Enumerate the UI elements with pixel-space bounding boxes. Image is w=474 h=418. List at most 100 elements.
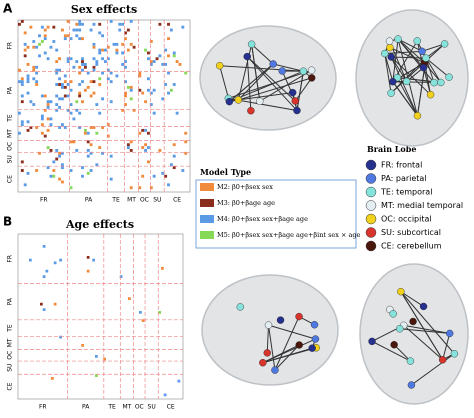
matrix-cell [158,54,162,58]
matrix-cell [29,258,32,262]
matrix-cell [129,42,133,46]
node [247,40,256,48]
matrix-cell [89,80,93,84]
matrix-cell [49,117,53,121]
matrix-cell [95,374,98,377]
matrix-cell [69,88,73,92]
connection [421,43,445,52]
matrix-cell [138,88,142,92]
matrix-cell [40,40,44,43]
connection [262,338,316,364]
matrix-cell [23,42,27,46]
legend-marker [365,186,377,198]
matrix-cell [78,22,82,26]
legend-marker [365,227,377,238]
matrix-cell [118,28,122,32]
matrix-cell [161,63,165,66]
matrix-cell [126,28,130,32]
connection [238,77,312,101]
matrix-cell [101,126,104,129]
connection [268,324,316,340]
matrix-cell [26,80,30,84]
col-label: FR [40,197,48,204]
matrix-cell [92,80,96,84]
col-label: FR [39,404,47,411]
matrix-cell [69,111,73,115]
legend-marker [365,240,377,252]
matrix-cell [58,151,61,155]
matrix-cell [139,311,142,314]
matrix-cell [63,85,67,89]
matrix-cell [184,71,188,75]
matrix-cell [147,77,150,81]
node [264,321,273,329]
matrix-cell [52,40,56,43]
matrix-cell [92,258,95,262]
row-label: FR [7,42,14,50]
matrix-cell [89,151,93,155]
node [413,112,422,120]
matrix-cell [95,131,99,135]
matrix-cell [167,54,170,58]
matrix-cell [46,166,50,170]
matrix-cell [20,94,24,98]
matrix-cell [109,177,113,181]
node [259,359,267,367]
connection [371,340,411,362]
col-label: SU [148,404,156,411]
connection [296,71,304,111]
matrix-cell [98,22,102,26]
node [256,97,264,105]
connection [294,77,313,102]
connection [400,291,455,355]
connection [397,38,423,52]
matrix-cell [23,31,27,35]
node [225,97,234,106]
connection [442,333,451,360]
matrix-cell [35,80,39,84]
node [307,66,316,74]
matrix-cell [138,186,142,190]
connection [384,50,423,55]
matrix-cell [101,57,104,61]
matrix-cell [155,57,159,61]
connection [396,77,418,116]
connection [390,56,418,116]
matrix-cell [129,140,133,144]
matrix-cell [20,123,24,127]
matrix-cell [83,88,87,92]
legend-marker [365,200,377,211]
matrix-cell [40,25,44,29]
matrix-cell [184,140,188,144]
matrix-cell [141,146,145,149]
node [446,329,454,338]
matrix-cell [75,28,79,32]
matrix-cell [20,77,24,81]
matrix-cell [138,131,142,135]
connection [425,57,450,78]
matrix-cell [51,377,54,380]
matrix-cell [86,256,90,259]
matrix-cell [124,65,127,69]
matrix-cell [63,126,67,129]
legend-marker [365,159,377,171]
node [308,344,316,352]
matrix-cell [55,83,59,86]
matrix-cell [158,149,162,152]
matrix-cell [43,37,47,41]
row-label: OC [7,142,14,151]
connection [390,56,431,96]
matrix-cell [46,146,50,149]
matrix-cell [78,111,82,115]
matrix-cell [81,344,84,347]
node [295,312,303,321]
legend-swatch [200,183,214,191]
matrix-cell [40,114,44,118]
matrix-cell [184,131,188,135]
matrix-cell [184,151,188,155]
matrix-cell [92,126,96,129]
legend-label: M3: β0+βage age [217,199,275,207]
connection [384,53,392,94]
matrix-cell [72,28,76,32]
matrix-cell [86,71,90,75]
